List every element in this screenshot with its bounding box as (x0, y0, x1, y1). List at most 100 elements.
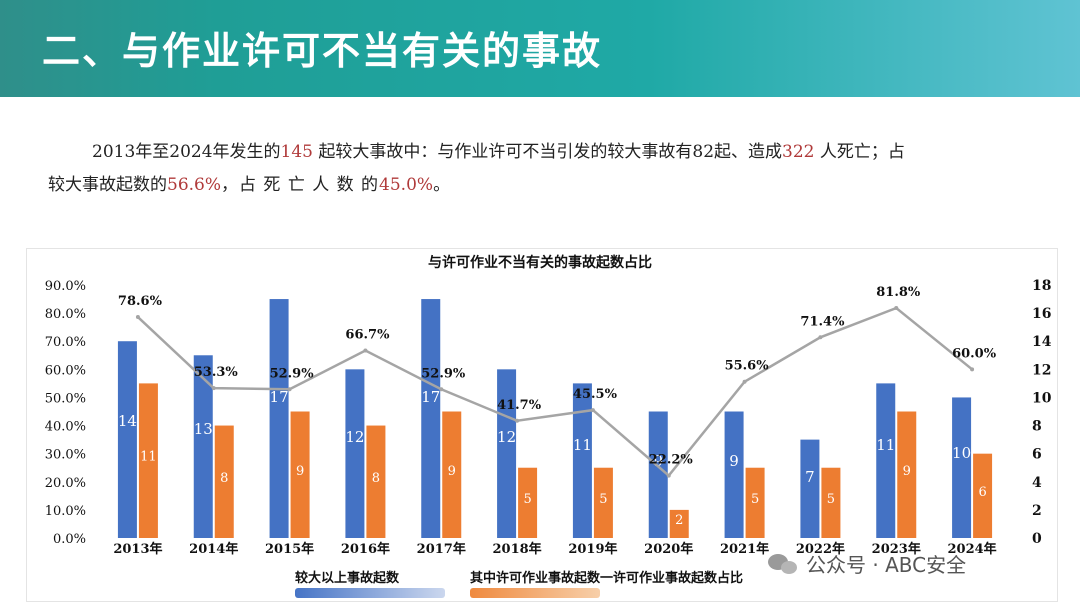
y-left-tick-label: 40.0% (45, 420, 86, 435)
x-tick-label: 2024年 (947, 541, 996, 557)
x-tick-label: 2016年 (341, 541, 390, 557)
bar-permit (821, 467, 841, 538)
summary-text: 人死亡；占 (814, 142, 905, 162)
bar-permit (973, 453, 993, 538)
watermark-text: 公众号 · ABC安全 (806, 553, 967, 577)
line-permit-share (137, 306, 973, 478)
bar-total (269, 299, 289, 538)
wechat-icon (768, 552, 798, 576)
x-tick-label: 2014年 (189, 541, 238, 557)
bar-total-label: 9 (653, 452, 663, 470)
accident-share: 56.6% (167, 175, 222, 195)
bar-total (421, 299, 441, 538)
total-accidents: 145 (280, 142, 313, 162)
x-tick-label: 2022年 (796, 541, 845, 557)
x-tick-label: 2015年 (265, 541, 314, 557)
line-point (363, 348, 368, 353)
y-right-tick-label: 6 (1032, 447, 1042, 463)
summary-text: ，占 死 亡 人 数 的 (221, 175, 380, 195)
line-point (970, 367, 975, 372)
line-data-label: 71.4% (800, 314, 845, 329)
bar-permit-label: 11 (140, 450, 157, 465)
line-data-label: 52.9% (421, 366, 466, 381)
line-point (666, 473, 671, 478)
bar-permit (290, 411, 310, 538)
y-right-tick-label: 0 (1032, 531, 1042, 547)
x-tick-label: 2020年 (644, 541, 693, 557)
summary-text: 2013年至2024年发生的 (92, 142, 281, 162)
legend-bar-series: 较大以上事故起数 (295, 566, 399, 586)
bar-permit-label: 9 (296, 464, 304, 479)
y-left-tick-label: 30.0% (45, 448, 86, 463)
line-data-label: 66.7% (345, 327, 390, 342)
legend-label: 较大以上事故起数 (295, 570, 400, 586)
bar-permit (442, 411, 462, 538)
bar-permit (366, 425, 386, 538)
line-data-label: 52.9% (270, 366, 315, 381)
bar-permit (593, 467, 613, 538)
bar-permit-label: 9 (903, 464, 911, 479)
line-point (211, 386, 216, 391)
line-point (287, 387, 292, 392)
bar-permit-label: 5 (523, 492, 531, 507)
summary-line-1: 2013年至2024年发生的145 起较大事故中：与作业许可不当引发的较大事故有… (92, 137, 1080, 162)
y-left-tick-label: 10.0% (45, 504, 86, 519)
bar-total-label: 17 (421, 388, 440, 406)
legend-other-series: 其中许可作业事故起数一许可作业事故起数占比 (470, 566, 743, 586)
bar-total-label: 9 (729, 452, 739, 470)
bar-total (345, 369, 365, 538)
y-left-tick-label: 50.0% (45, 391, 86, 406)
bar-permit-label: 5 (827, 492, 835, 507)
y-right-tick-label: 16 (1032, 306, 1051, 322)
x-tick-label: 2021年 (720, 541, 769, 557)
bar-total (952, 397, 972, 538)
y-right-tick-label: 12 (1032, 362, 1051, 378)
y-left-tick-label: 0.0% (53, 532, 86, 547)
line-point (818, 335, 823, 340)
bar-total-label: 12 (497, 428, 516, 446)
legend-label: 其中许可作业事故起数一许可作业事故起数占比 (470, 570, 744, 586)
x-tick-label: 2023年 (872, 541, 921, 557)
bar-permit-label: 9 (448, 464, 456, 479)
total-deaths: 322 (782, 142, 815, 162)
line-point (590, 408, 595, 413)
page-title: 二、与作业许可不当有关的事故 (42, 29, 603, 73)
y-right-tick-label: 4 (1032, 475, 1042, 491)
line-data-label: 78.6% (118, 294, 163, 309)
summary-line-2: 较大事故起数的56.6%，占 死 亡 人 数 的45.0%。 (48, 170, 1048, 195)
bar-total (572, 383, 592, 538)
bar-permit (669, 509, 689, 538)
y-left-tick-label: 60.0% (45, 363, 86, 378)
bar-total-label: 11 (573, 436, 592, 454)
bar-permit (745, 467, 765, 538)
bar-permit-label: 8 (372, 471, 380, 486)
y-right-tick-label: 8 (1032, 419, 1042, 435)
y-right-tick-label: 2 (1032, 503, 1042, 519)
bar-total-label: 17 (270, 388, 289, 406)
y-left-tick-label: 80.0% (45, 307, 86, 322)
x-tick-label: 2018年 (492, 541, 541, 557)
y-right-tick-label: 10 (1032, 390, 1052, 406)
bar-permit-label: 5 (599, 492, 607, 507)
legend-swatch-orange (470, 588, 600, 598)
bar-permit (518, 467, 538, 538)
x-tick-label: 2017年 (417, 541, 466, 557)
death-share: 45.0% (379, 175, 434, 195)
y-right-tick-label: 14 (1032, 334, 1052, 350)
summary-text: 起较大事故中：与作业许可不当引发的较大事故有82起、造成 (312, 142, 783, 162)
summary-text: 。 (433, 175, 451, 195)
y-left-tick-label: 90.0% (45, 279, 86, 294)
bar-total (800, 439, 820, 538)
y-right-tick-label: 18 (1032, 278, 1051, 294)
line-point (439, 387, 444, 392)
bar-permit-label: 5 (751, 492, 759, 507)
line-data-label: 53.3% (194, 365, 239, 380)
legend-swatch-blue (295, 588, 445, 598)
line-data-label: 41.7% (497, 398, 542, 413)
y-left-tick-label: 70.0% (45, 335, 86, 350)
line-data-label: 81.8% (876, 285, 921, 300)
title-banner: 二、与作业许可不当有关的事故 (0, 0, 1080, 97)
bar-permit (138, 383, 158, 538)
line-data-label: 22.2% (649, 453, 694, 468)
